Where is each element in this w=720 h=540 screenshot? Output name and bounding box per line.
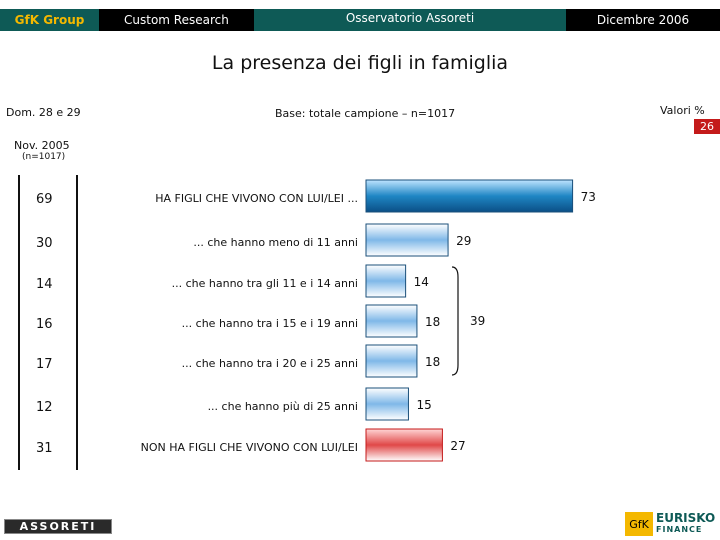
gfk-logo: GfK xyxy=(625,512,653,536)
prev-period-label: Nov. 2005 xyxy=(14,139,70,152)
eurisko-logo: EURISKO FINANCE xyxy=(656,512,715,536)
bar-value-1: 29 xyxy=(456,234,471,248)
category-label-5: ... che hanno più di 25 anni xyxy=(207,400,358,413)
header-date: Dicembre 2006 xyxy=(566,9,720,31)
prev-period-panel xyxy=(18,175,78,470)
category-label-6: NON HA FIGLI CHE VIVONO CON LUI/LEI xyxy=(140,441,358,454)
page-title: La presenza dei figli in famiglia xyxy=(211,52,509,74)
bar-6 xyxy=(365,428,443,462)
page-badge: 26 xyxy=(694,119,720,134)
category-label-1: ... che hanno meno di 11 anni xyxy=(193,236,358,249)
bar-value-6: 27 xyxy=(450,439,465,453)
header-brand: GfK Group xyxy=(0,9,99,31)
prev-value-2: 14 xyxy=(36,277,53,292)
category-label-4: ... che hanno tra i 20 e i 25 anni xyxy=(181,357,358,370)
prev-value-5: 12 xyxy=(36,400,53,415)
units-label: Valori % xyxy=(660,104,705,117)
eurisko-logo-text: EURISKO xyxy=(656,511,716,525)
header-center: Osservatorio Assoreti xyxy=(254,9,566,31)
prev-period-n: (n=1017) xyxy=(22,152,66,162)
question-ref: Dom. 28 e 29 xyxy=(6,106,81,119)
bar-3 xyxy=(365,304,418,338)
bar-value-0: 73 xyxy=(581,190,596,204)
prev-value-1: 30 xyxy=(36,236,53,251)
bar-0 xyxy=(365,179,574,213)
header-left: Custom Research xyxy=(99,9,254,31)
category-label-3: ... che hanno tra i 15 e i 19 anni xyxy=(181,317,358,330)
bracket-total: 39 xyxy=(470,314,485,328)
bar-value-3: 18 xyxy=(425,315,440,329)
bar-value-5: 15 xyxy=(416,398,431,412)
sample-base: Base: totale campione – n=1017 xyxy=(275,107,456,120)
prev-value-0: 69 xyxy=(36,192,53,207)
bar-value-2: 14 xyxy=(414,275,429,289)
assoreti-logo: ASSORETI xyxy=(4,519,112,534)
category-label-0: HA FIGLI CHE VIVONO CON LUI/LEI ... xyxy=(155,192,358,205)
prev-value-3: 16 xyxy=(36,317,53,332)
bar-4 xyxy=(365,344,418,378)
bar-value-4: 18 xyxy=(425,355,440,369)
eurisko-logo-sub: FINANCE xyxy=(656,525,703,534)
bracket xyxy=(451,266,459,376)
prev-value-4: 17 xyxy=(36,357,53,372)
bar-2 xyxy=(365,264,407,298)
prev-value-6: 31 xyxy=(36,441,53,456)
bar-5 xyxy=(365,387,409,421)
bar-1 xyxy=(365,223,449,257)
category-label-2: ... che hanno tra gli 11 e i 14 anni xyxy=(171,277,358,290)
